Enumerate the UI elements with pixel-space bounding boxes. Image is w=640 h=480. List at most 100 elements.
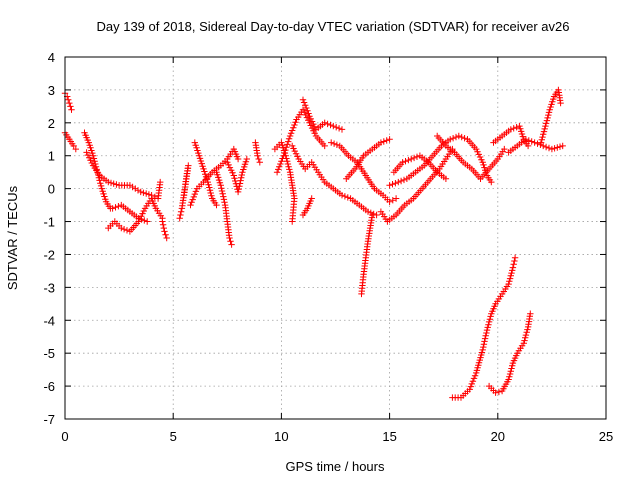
data-point-marker xyxy=(141,217,148,224)
data-point-marker xyxy=(389,181,396,188)
data-points xyxy=(61,86,566,401)
data-point-marker xyxy=(98,185,105,192)
series-seg-q xyxy=(299,96,346,133)
plot-frame xyxy=(64,56,607,420)
data-point-marker xyxy=(284,141,291,148)
series-seg-aa xyxy=(505,136,566,156)
data-point-marker xyxy=(510,125,517,132)
data-point-marker xyxy=(291,147,298,155)
data-point-marker xyxy=(511,254,519,261)
data-point-marker xyxy=(333,141,341,148)
data-point-marker xyxy=(190,193,197,201)
data-point-marker xyxy=(234,188,242,196)
data-point-marker xyxy=(231,175,238,182)
data-point-marker xyxy=(311,130,318,137)
data-point-marker xyxy=(449,135,457,142)
series-seg-b xyxy=(61,129,79,153)
y-tick-label: 2 xyxy=(48,116,55,131)
data-point-marker xyxy=(291,121,298,129)
y-tick-label: -3 xyxy=(43,280,55,295)
y-tick-label: -5 xyxy=(43,346,55,361)
data-point-marker xyxy=(289,218,296,225)
data-point-marker xyxy=(321,119,328,126)
series-seg-p xyxy=(289,142,380,219)
data-point-marker xyxy=(399,159,406,166)
data-point-marker xyxy=(485,318,493,326)
data-point-marker xyxy=(511,257,518,265)
x-tick-label: 10 xyxy=(274,429,288,444)
data-point-marker xyxy=(254,152,261,159)
series-seg-ac xyxy=(449,254,519,401)
data-point-marker xyxy=(221,199,228,206)
data-point-marker xyxy=(159,218,166,225)
data-point-marker xyxy=(509,267,516,274)
data-point-marker xyxy=(157,178,164,186)
data-point-marker xyxy=(405,156,412,164)
data-point-marker xyxy=(105,178,112,186)
data-point-marker xyxy=(458,133,465,141)
data-point-marker xyxy=(159,221,167,228)
data-point-marker xyxy=(527,310,534,317)
data-point-marker xyxy=(292,119,299,126)
data-point-marker xyxy=(278,158,285,165)
data-point-marker xyxy=(506,278,513,285)
data-point-marker xyxy=(145,191,153,198)
data-point-marker xyxy=(473,145,480,153)
data-point-marker xyxy=(303,104,310,112)
data-point-marker xyxy=(87,157,94,164)
data-point-marker xyxy=(508,269,515,277)
data-point-marker xyxy=(520,340,527,347)
data-point-marker xyxy=(522,331,530,339)
data-point-marker xyxy=(206,187,214,194)
data-point-marker xyxy=(66,99,73,107)
x-tick-label: 20 xyxy=(491,429,505,444)
data-point-marker xyxy=(395,178,402,186)
data-point-marker xyxy=(140,189,147,196)
data-point-marker xyxy=(540,128,548,135)
data-point-marker xyxy=(386,182,393,189)
data-point-marker xyxy=(230,172,237,179)
data-point-marker xyxy=(273,169,281,176)
data-point-marker xyxy=(476,153,484,161)
data-point-marker xyxy=(544,114,551,122)
data-point-marker xyxy=(87,144,94,151)
data-point-marker xyxy=(227,238,234,245)
data-point-marker xyxy=(487,313,494,320)
data-point-marker xyxy=(123,227,131,234)
data-point-marker xyxy=(543,117,551,124)
data-point-marker xyxy=(545,144,553,152)
data-point-marker xyxy=(400,176,408,184)
data-point-marker xyxy=(236,183,243,190)
data-point-marker xyxy=(501,145,508,153)
data-point-marker xyxy=(557,99,564,107)
data-point-marker xyxy=(468,380,475,388)
series-seg-y xyxy=(434,132,508,182)
data-point-marker xyxy=(495,388,503,396)
data-point-marker xyxy=(238,174,245,181)
y-tick-label: -1 xyxy=(43,215,55,230)
axis-ticks: 0 5 10 15 20 25 -7 -6 -5 -4 -3 -2 -1 0 1 2 3 4 xyxy=(43,50,613,444)
data-point-marker xyxy=(452,133,460,141)
data-point-marker xyxy=(97,182,105,190)
data-point-marker xyxy=(519,133,527,140)
data-point-marker xyxy=(545,111,552,119)
x-tick-label: 5 xyxy=(170,429,177,444)
series-seg-c xyxy=(81,129,114,212)
data-point-marker xyxy=(255,155,262,163)
data-point-marker xyxy=(308,195,315,202)
data-point-marker xyxy=(162,231,169,238)
data-point-marker xyxy=(151,193,158,201)
data-point-marker xyxy=(226,234,233,242)
data-point-marker xyxy=(525,137,532,144)
x-tick-label: 15 xyxy=(382,429,396,444)
data-point-marker xyxy=(324,120,331,128)
data-point-marker xyxy=(310,120,317,128)
data-point-marker xyxy=(402,158,409,165)
data-point-marker xyxy=(107,179,115,187)
data-point-marker xyxy=(523,329,530,336)
data-point-marker xyxy=(97,180,104,187)
data-point-marker xyxy=(189,196,196,203)
data-point-marker xyxy=(389,197,396,204)
data-point-marker xyxy=(188,199,195,206)
data-point-marker xyxy=(232,177,239,185)
